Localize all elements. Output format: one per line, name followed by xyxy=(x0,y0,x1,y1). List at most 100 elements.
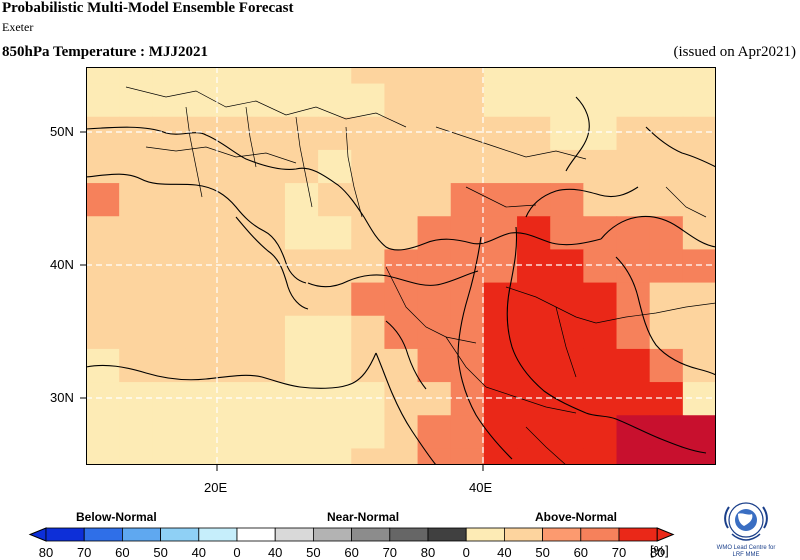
grid-cell xyxy=(152,149,187,184)
colorbar-arrow-right xyxy=(656,527,675,542)
grid-cell xyxy=(384,216,419,251)
colorbar-box xyxy=(45,527,85,542)
grid-cell xyxy=(86,216,120,251)
variable-label: 850hPa Temperature : MJJ2021 xyxy=(2,44,208,60)
colorbar-arrow-left xyxy=(28,527,47,542)
grid-cell xyxy=(185,448,220,465)
graticule xyxy=(86,67,716,465)
grid-cell xyxy=(318,216,352,251)
grid-cell xyxy=(218,216,253,251)
grid-cell xyxy=(483,83,518,118)
grid-cell xyxy=(682,83,716,118)
grid-cell xyxy=(483,149,518,184)
colorbar-box xyxy=(618,527,658,542)
grid-cell xyxy=(583,315,618,350)
grid-cell xyxy=(86,382,120,416)
grid-cell xyxy=(86,315,120,350)
grid-cell xyxy=(682,216,716,251)
grid-cell xyxy=(284,282,319,317)
grid-cell xyxy=(86,183,120,217)
grid-cell xyxy=(351,415,386,450)
colorbar-box xyxy=(83,527,123,542)
grid-cell xyxy=(351,315,386,350)
grid-cell xyxy=(318,249,352,284)
grid-cell xyxy=(517,415,551,450)
grid-cell xyxy=(517,83,551,118)
grid-cell xyxy=(318,348,352,383)
grid-cell xyxy=(682,282,716,317)
grid-cell xyxy=(284,83,319,118)
grid-cell xyxy=(152,249,187,284)
grid-cell xyxy=(251,415,286,450)
grid-cell xyxy=(550,149,584,184)
grid-cell xyxy=(284,448,319,465)
grid-cell xyxy=(649,216,684,251)
grid-cell xyxy=(251,216,286,251)
grid-cell xyxy=(417,315,452,350)
colorbar-box xyxy=(198,527,238,542)
colorbar-tick-label: 50 xyxy=(153,545,167,560)
grid-cell xyxy=(384,282,419,317)
wmo-logo-text: WMO Lead Centre for LRF MME xyxy=(700,545,792,559)
grid-cell xyxy=(616,282,651,317)
grid-cell xyxy=(616,83,651,118)
grid-cell xyxy=(550,448,584,465)
grid-cell xyxy=(185,415,220,450)
grid-cell xyxy=(119,382,153,416)
grid-cell xyxy=(550,183,584,217)
grid-cell xyxy=(583,216,618,251)
grid-cell xyxy=(583,249,618,284)
grid-cell xyxy=(483,282,518,317)
grid-cell xyxy=(550,315,584,350)
grid-cell xyxy=(251,448,286,465)
colorbar-tick-label: 80 xyxy=(39,545,53,560)
grid-cell xyxy=(86,116,120,151)
country-borders xyxy=(125,86,716,465)
colorbar-tick-label: 70 xyxy=(383,545,397,560)
grid-cell xyxy=(384,83,419,118)
grid-cell xyxy=(251,183,286,217)
grid-cell xyxy=(517,315,551,350)
grid-cell xyxy=(251,83,286,118)
legend-above-normal: Above-Normal xyxy=(535,510,618,524)
grid-cell xyxy=(450,448,485,465)
grid-cell xyxy=(450,83,485,118)
grid-cell xyxy=(682,448,716,465)
colorbar-tick-label: 70 xyxy=(77,545,91,560)
grid-cell xyxy=(152,315,187,350)
colorbar-tick-label: 40 xyxy=(192,545,206,560)
grid-cell xyxy=(185,382,220,416)
grid-cell xyxy=(185,249,220,284)
grid-cell xyxy=(152,348,187,383)
grid-cell xyxy=(86,249,120,284)
grid-cell xyxy=(86,282,120,317)
colorbar-box xyxy=(351,527,391,542)
grid-cell xyxy=(483,315,518,350)
grid-cell xyxy=(218,448,253,465)
grid-cell xyxy=(483,415,518,450)
grid-cell xyxy=(218,282,253,317)
grid-cell xyxy=(251,116,286,151)
logo-text-line1: WMO Lead Centre for xyxy=(716,545,776,551)
wmo-logo-icon xyxy=(724,502,768,541)
grid-cell xyxy=(616,183,651,217)
grid-cell xyxy=(583,282,618,317)
grid-cell xyxy=(682,415,716,450)
grid-cell xyxy=(185,348,220,383)
grid-cell xyxy=(450,415,485,450)
grid-cell xyxy=(152,282,187,317)
grid-cell xyxy=(218,183,253,217)
grid-cell xyxy=(550,282,584,317)
grid-cell xyxy=(185,315,220,350)
grid-cell xyxy=(351,83,386,118)
issued-date: (issued on Apr2021) xyxy=(673,44,797,60)
colorbar-box xyxy=(465,527,505,542)
grid-cell xyxy=(649,448,684,465)
grid-cell xyxy=(152,448,187,465)
grid-cell xyxy=(284,183,319,217)
grid-cell xyxy=(682,116,716,151)
colorbar-box xyxy=(427,527,467,542)
grid-cell xyxy=(517,348,551,383)
grid-cell xyxy=(583,83,618,118)
grid-cell xyxy=(152,382,187,416)
